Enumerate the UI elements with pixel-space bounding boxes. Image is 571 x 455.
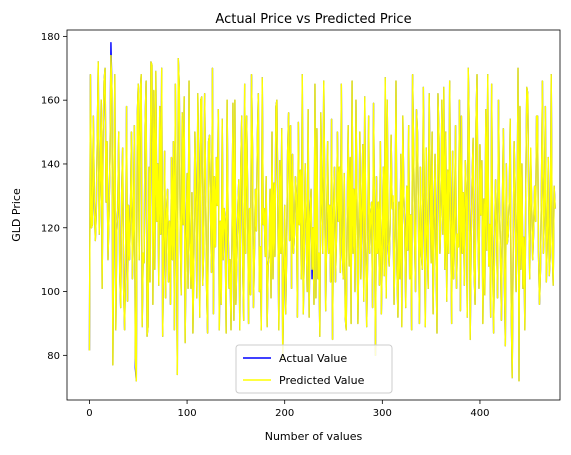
- y-tick-label: 180: [41, 32, 60, 43]
- x-tick-label: 0: [86, 408, 92, 419]
- y-axis-label: GLD Price: [10, 188, 23, 242]
- y-tick-label: 120: [41, 223, 60, 234]
- legend-box: [235, 344, 393, 394]
- x-tick-label: 300: [373, 408, 392, 419]
- chart-title: Actual Price vs Predicted Price: [215, 12, 411, 27]
- legend-label-predicted: Predicted Value: [279, 374, 365, 387]
- y-tick-label: 80: [47, 351, 60, 362]
- series-layer: [88, 42, 556, 382]
- x-axis-label: Number of values: [265, 430, 363, 443]
- x-tick-label: 100: [178, 408, 197, 419]
- x-axis: 0 100 200 300 400: [86, 400, 489, 419]
- x-tick-label: 400: [470, 408, 489, 419]
- y-tick-label: 160: [41, 96, 60, 107]
- y-axis: 80 100 120 140 160 180: [41, 32, 67, 362]
- y-tick-label: 140: [41, 159, 60, 170]
- series-line-predicted: [88, 54, 556, 382]
- x-tick-label: 200: [275, 408, 294, 419]
- plot-frame: [66, 29, 561, 401]
- legend: Actual Value Predicted Value: [235, 344, 393, 394]
- legend-label-actual: Actual Value: [279, 352, 347, 365]
- y-tick-label: 100: [41, 287, 60, 298]
